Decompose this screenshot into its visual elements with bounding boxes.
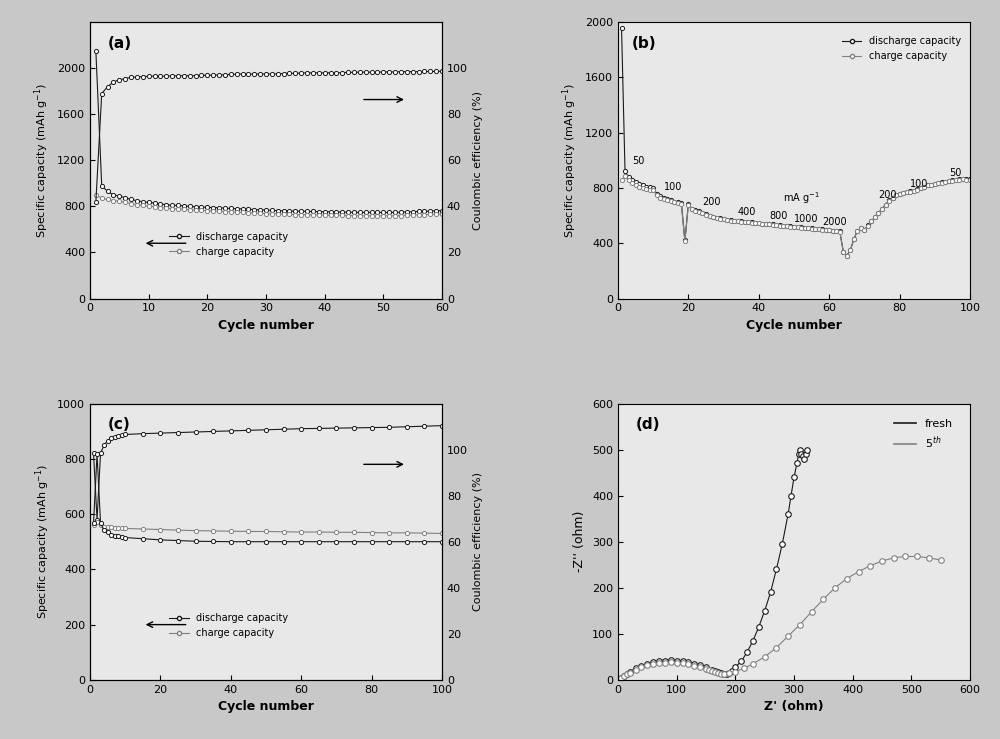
Y-axis label: Specific capacity (mAh g$^{-1}$): Specific capacity (mAh g$^{-1}$) — [33, 464, 52, 619]
Legend: discharge capacity, charge capacity: discharge capacity, charge capacity — [838, 33, 965, 65]
Text: 800: 800 — [769, 211, 788, 221]
Y-axis label: Coulombic efficiency (%): Coulombic efficiency (%) — [473, 91, 483, 230]
Text: (d): (d) — [636, 418, 660, 432]
Text: mA g$^{-1}$: mA g$^{-1}$ — [783, 190, 820, 206]
Legend: fresh, 5$^{th}$: fresh, 5$^{th}$ — [889, 415, 957, 456]
Text: 200: 200 — [702, 197, 721, 208]
Y-axis label: -Z'' (ohm): -Z'' (ohm) — [573, 511, 586, 573]
Legend: discharge capacity, charge capacity: discharge capacity, charge capacity — [165, 609, 292, 642]
Text: (a): (a) — [108, 36, 132, 51]
Text: 1000: 1000 — [794, 214, 818, 224]
Y-axis label: Specific capacity (mAh g$^{-1}$): Specific capacity (mAh g$^{-1}$) — [561, 83, 579, 238]
Text: 100: 100 — [910, 180, 929, 189]
Text: 200: 200 — [878, 191, 897, 200]
Y-axis label: Specific capacity (mAh g$^{-1}$): Specific capacity (mAh g$^{-1}$) — [33, 83, 51, 238]
Text: 400: 400 — [738, 207, 756, 217]
X-axis label: Cycle number: Cycle number — [746, 319, 842, 332]
X-axis label: Z' (ohm): Z' (ohm) — [764, 701, 824, 713]
X-axis label: Cycle number: Cycle number — [218, 701, 314, 713]
Y-axis label: Coulombic efficiency (%): Coulombic efficiency (%) — [473, 472, 483, 611]
Text: (c): (c) — [108, 418, 130, 432]
Text: 50: 50 — [949, 168, 961, 178]
Text: 100: 100 — [664, 182, 682, 192]
Text: 2000: 2000 — [822, 217, 847, 227]
Text: (b): (b) — [632, 36, 657, 51]
X-axis label: Cycle number: Cycle number — [218, 319, 314, 332]
Text: 50: 50 — [632, 156, 644, 166]
Legend: discharge capacity, charge capacity: discharge capacity, charge capacity — [165, 228, 292, 260]
